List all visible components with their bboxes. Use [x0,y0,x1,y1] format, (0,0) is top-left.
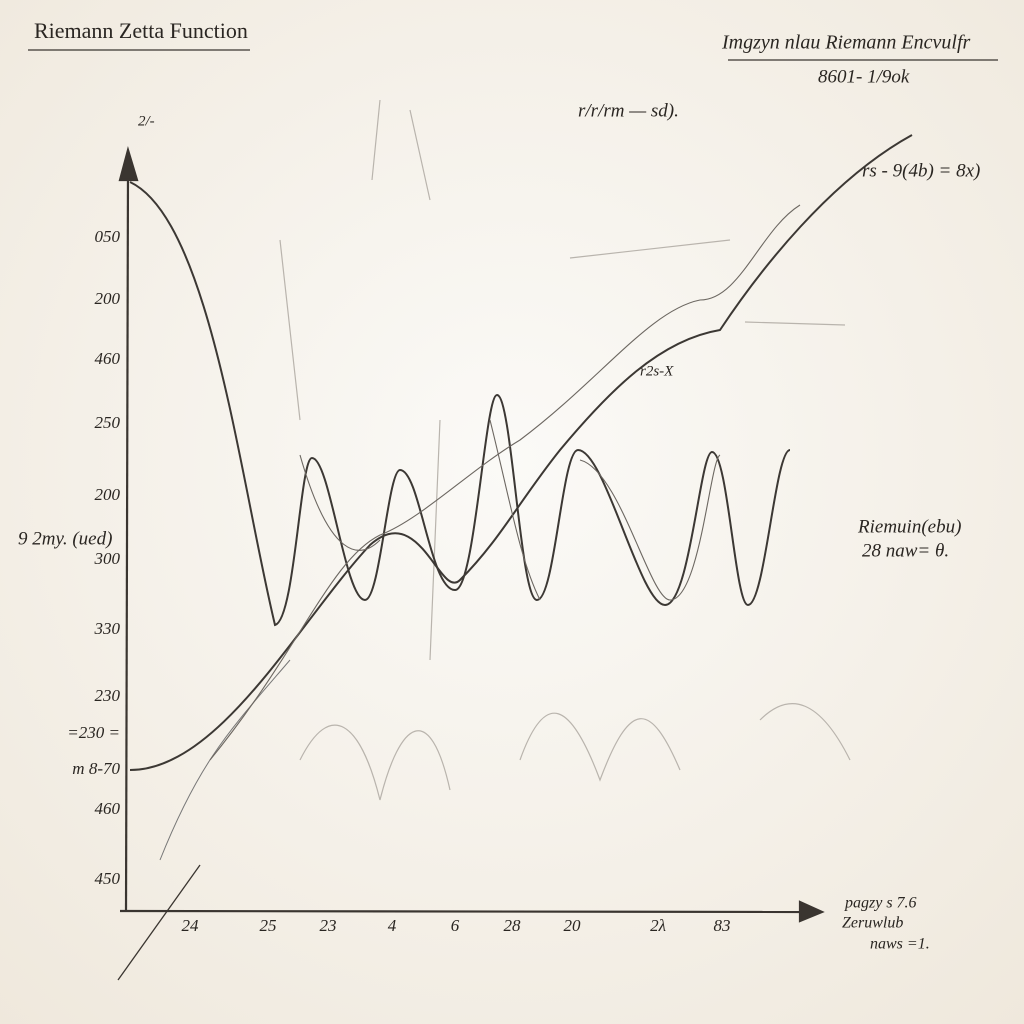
y-tick-label: =230 = [67,723,120,742]
y-tick-label: 300 [94,549,121,568]
note: naws =1. [870,936,930,953]
oscillating-curve [129,181,791,627]
y-tick-labels: 050 200 460 250 200 300 330 230 =230 = m 8-70 460 4… [67,227,120,888]
x-tick-label: 20 [564,916,582,935]
note: 2/- [138,113,155,129]
y-tick-label: 330 [94,619,121,638]
x-tick-label: 28 [504,916,522,935]
note: 28 naw= θ. [862,540,949,561]
y-axis-arrow [118,145,139,182]
diagonal-stroke [159,659,291,861]
y-tick-label: 460 [95,349,121,368]
x-tick-label: 25 [260,916,277,935]
thin-curve [209,204,801,761]
curves [129,134,913,771]
x-tick-label: 4 [388,916,397,935]
thin-curve [299,419,721,601]
rising-curve [129,134,913,771]
x-tick-label: 83 [714,916,731,935]
diagonal-stroke [117,864,201,981]
y-axis-label: 9 2my. (ued) [18,528,112,549]
note: Zeruwlub [842,915,903,932]
note: Riemuin(ebu) [857,516,961,537]
y-tick-label: 460 [95,799,121,818]
y-tick-label: 230 [95,686,121,705]
title: Riemann Zetta Function [34,18,248,43]
background-sketches [279,99,851,801]
note: r2s-X [640,363,674,379]
x-tick-label: 2λ [650,916,666,935]
x-tick-label: 6 [451,916,460,935]
y-tick-label: 250 [95,413,121,432]
note: rs - 9(4b) = 8x) [862,160,980,181]
y-tick-label: m 8-70 [72,759,120,778]
y-tick-label: 050 [95,227,121,246]
x-axis [119,909,806,914]
y-tick-label: 450 [95,869,121,888]
note: pagzy s 7.6 [844,895,917,912]
x-axis-arrow [798,900,825,923]
note: Imgzyn nlau Riemann Encvulfr [721,32,970,54]
x-tick-label: 23 [320,916,337,935]
note: 8601- 1/9ok [818,66,910,87]
x-tick-label: 24 [182,916,200,935]
y-tick-label: 200 [95,289,121,308]
note: r/r/rm — sd). [578,100,679,121]
axes [117,145,825,981]
y-tick-label: 200 [95,485,121,504]
x-tick-labels: 24 25 23 4 6 28 20 2λ 83 [182,916,731,935]
y-axis [124,167,130,913]
